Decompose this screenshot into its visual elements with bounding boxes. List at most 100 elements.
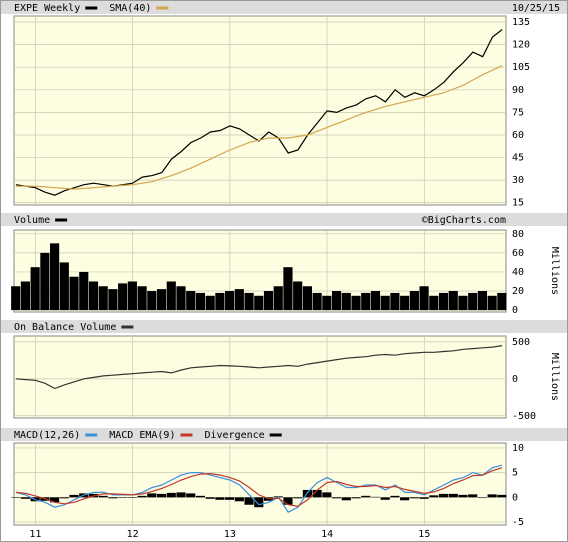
y-tick-label: 60 bbox=[512, 130, 524, 141]
bar bbox=[20, 281, 31, 311]
bar bbox=[293, 497, 303, 499]
plot-area bbox=[13, 335, 507, 419]
bar bbox=[59, 497, 69, 499]
bar bbox=[127, 497, 137, 498]
bar bbox=[69, 494, 79, 498]
bar bbox=[302, 286, 312, 311]
panel-header bbox=[1, 320, 567, 333]
y-tick-label: 20 bbox=[512, 286, 524, 297]
bar bbox=[98, 286, 108, 311]
bar bbox=[69, 276, 79, 311]
bar bbox=[400, 295, 410, 311]
bar bbox=[380, 295, 390, 311]
bar bbox=[448, 291, 458, 311]
bar bbox=[409, 497, 419, 499]
bar bbox=[351, 295, 361, 311]
series-line bbox=[15, 464, 503, 513]
x-tick-label: 12 bbox=[127, 529, 139, 540]
bar bbox=[215, 292, 225, 311]
y-axis-label: Millions bbox=[549, 353, 560, 401]
bar bbox=[11, 497, 21, 498]
bar bbox=[195, 495, 206, 498]
y-axis-label: Millions bbox=[549, 247, 560, 295]
y-tick-label: 0 bbox=[512, 492, 518, 503]
bar bbox=[254, 295, 264, 311]
bar bbox=[176, 492, 186, 498]
bar bbox=[215, 497, 225, 500]
bar bbox=[341, 292, 351, 311]
y-tick-label: -5 bbox=[512, 517, 524, 528]
bar bbox=[263, 291, 274, 311]
y-tick-label: -500 bbox=[512, 411, 536, 422]
bar bbox=[341, 497, 351, 501]
bar bbox=[390, 292, 400, 311]
bar bbox=[195, 292, 206, 311]
bar bbox=[448, 493, 458, 498]
bar bbox=[108, 497, 118, 499]
panel-header bbox=[1, 213, 567, 226]
bar bbox=[370, 291, 381, 311]
bar bbox=[419, 286, 429, 311]
bar bbox=[40, 252, 50, 311]
bar bbox=[244, 292, 254, 311]
bar bbox=[205, 295, 215, 311]
bar bbox=[225, 497, 235, 500]
legend-label: MACD(12,26) bbox=[14, 430, 80, 441]
bar bbox=[88, 281, 99, 311]
bar bbox=[244, 497, 254, 505]
legend-label: SMA(40) bbox=[109, 3, 151, 14]
series-line bbox=[15, 345, 503, 390]
bar bbox=[429, 295, 439, 311]
bar bbox=[361, 495, 371, 498]
x-tick-label: 11 bbox=[29, 529, 41, 540]
y-tick-label: 0 bbox=[512, 305, 518, 316]
bar bbox=[166, 492, 176, 498]
y-tick-label: 90 bbox=[512, 85, 524, 96]
y-tick-label: 500 bbox=[512, 337, 530, 348]
x-tick-label: 15 bbox=[418, 529, 430, 540]
bar bbox=[147, 493, 157, 498]
bar bbox=[477, 291, 488, 311]
bar bbox=[487, 494, 497, 498]
bar bbox=[137, 495, 147, 498]
bar bbox=[458, 295, 468, 311]
bar bbox=[30, 267, 40, 311]
bar bbox=[361, 292, 371, 311]
legend-label: EXPE Weekly bbox=[14, 3, 80, 14]
bar bbox=[322, 295, 332, 311]
bar bbox=[59, 262, 69, 311]
y-tick-label: 10 bbox=[512, 443, 524, 454]
series-line bbox=[15, 467, 503, 507]
annotation: ©BigCharts.com bbox=[422, 215, 506, 226]
x-tick-label: 13 bbox=[224, 529, 236, 540]
bar bbox=[380, 497, 390, 500]
bar bbox=[273, 286, 283, 311]
bar bbox=[156, 493, 167, 498]
legend-label: Volume bbox=[14, 215, 50, 226]
bar bbox=[176, 286, 186, 311]
bar bbox=[370, 496, 381, 498]
bar bbox=[497, 494, 507, 498]
bar bbox=[186, 291, 196, 311]
bar bbox=[108, 289, 118, 311]
x-tick-label: 14 bbox=[321, 529, 333, 540]
y-tick-label: 0 bbox=[512, 374, 518, 385]
bar bbox=[11, 286, 21, 311]
bar bbox=[331, 291, 342, 311]
bar bbox=[497, 292, 507, 311]
bar bbox=[400, 497, 410, 501]
bar bbox=[438, 493, 449, 498]
bar bbox=[118, 497, 128, 498]
bar bbox=[234, 289, 244, 311]
bar bbox=[331, 497, 342, 499]
y-tick-label: 15 bbox=[512, 198, 524, 209]
y-tick-label: 40 bbox=[512, 267, 524, 278]
bar bbox=[283, 267, 293, 311]
plot-area bbox=[13, 442, 507, 526]
y-tick-label: 105 bbox=[512, 62, 530, 73]
bar bbox=[312, 292, 322, 311]
legend-label: Divergence bbox=[204, 430, 264, 441]
series-line bbox=[15, 29, 503, 196]
bar bbox=[390, 495, 400, 498]
